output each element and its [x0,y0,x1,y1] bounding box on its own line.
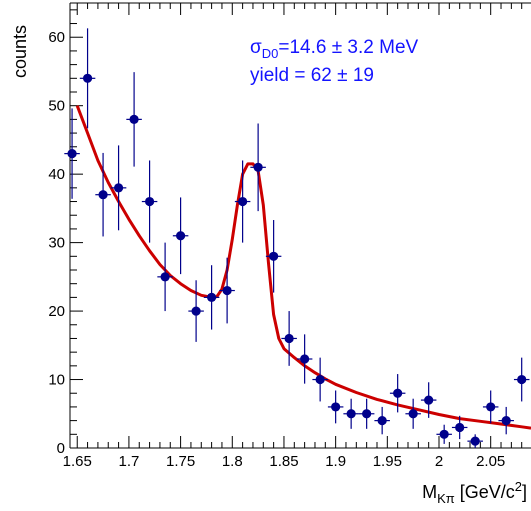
data-point [234,160,251,243]
data-marker [269,251,279,261]
data-point [420,382,437,418]
data-marker [377,416,387,426]
data-point [498,406,514,435]
data-marker [238,196,248,207]
sigma-symbol: σ [250,37,262,58]
data-marker [315,374,325,385]
data-point [203,265,220,330]
x-tick-label: 1.75 [166,453,195,470]
x-tick-label: 2.05 [476,453,505,470]
x-axis-title-close: ] [522,482,527,502]
data-point [436,424,452,444]
data-marker [144,196,155,207]
y-tick-label: 10 [48,372,65,389]
data-marker [253,162,263,172]
x-axis-ticks: 1.65 1.7 1.75 1.8 1.85 1.9 1.95 2 2.05 [63,3,523,470]
data-point [296,334,313,384]
data-point [513,357,530,402]
plot-frame [69,2,531,449]
y-tick-label: 50 [48,98,65,115]
data-marker [408,409,418,419]
data-marker [517,374,527,385]
data-marker [346,409,356,419]
data-marker [175,231,186,241]
yield-annotation: yield = 62 ± 19 [250,65,374,86]
data-point [265,220,282,293]
data-marker [191,306,201,316]
data-point [250,123,266,212]
x-axis-title-sup: 2 [515,479,522,494]
data-marker [486,402,496,412]
data-point [343,398,359,429]
data-marker [393,388,403,398]
y-axis-title: counts [10,25,30,78]
x-tick-label: 1.85 [269,453,298,470]
data-point [389,374,406,413]
data-marker [439,429,449,439]
data-point [141,160,158,243]
x-axis-title-sub: Kπ [437,491,455,506]
data-point [467,434,483,448]
data-point [405,398,421,429]
y-tick-label: 20 [48,303,65,320]
data-marker [98,190,108,200]
x-tick-label: 1.8 [222,453,243,470]
y-tick-label: 60 [48,29,65,46]
x-tick-label: 1.7 [118,453,139,470]
y-tick-label: 30 [48,235,65,252]
data-marker [331,402,341,412]
data-point [312,357,328,402]
y-tick-label: 0 [57,440,65,457]
data-point [157,242,173,312]
data-marker [160,272,170,282]
x-tick-label: 2 [435,453,443,470]
x-axis-title-unit: [GeV/c [455,482,515,502]
data-marker [284,333,294,344]
data-marker [501,416,511,426]
data-marker [67,149,77,159]
x-tick-label: 1.65 [63,453,92,470]
data-marker [207,292,217,302]
data-point [188,280,204,342]
data-marker [113,183,124,193]
data-point [374,406,390,435]
sigma-value: =14.6 ± 3.2 MeV [278,37,418,58]
data-marker [455,422,465,433]
data-point [358,398,375,429]
data-point [79,28,96,129]
data-point [172,197,189,275]
data-marker [300,354,310,364]
y-tick-label: 40 [48,166,65,183]
data-point [64,108,80,199]
data-point [95,152,111,237]
data-point [327,390,344,424]
data-point [451,415,468,440]
data-point [281,311,297,366]
data-point [482,390,499,424]
data-point [219,257,235,324]
sigma-annotation: σD0=14.6 ± 3.2 MeV [250,37,419,61]
x-axis-title: MKπ [GeV/c2] [422,479,527,506]
data-points [64,28,530,448]
data-marker [362,409,372,419]
y-axis-ticks: 0 10 20 30 40 50 60 [48,9,83,457]
data-marker [470,436,480,446]
data-marker [424,395,434,405]
sigma-subscript: D0 [262,46,279,61]
data-marker [222,285,232,296]
x-tick-label: 1.95 [373,453,402,470]
x-axis-title-main: M [422,482,437,502]
data-point [110,145,127,231]
x-tick-label: 1.9 [325,453,346,470]
data-marker [129,114,139,124]
data-point [126,72,142,167]
data-marker [82,73,93,83]
